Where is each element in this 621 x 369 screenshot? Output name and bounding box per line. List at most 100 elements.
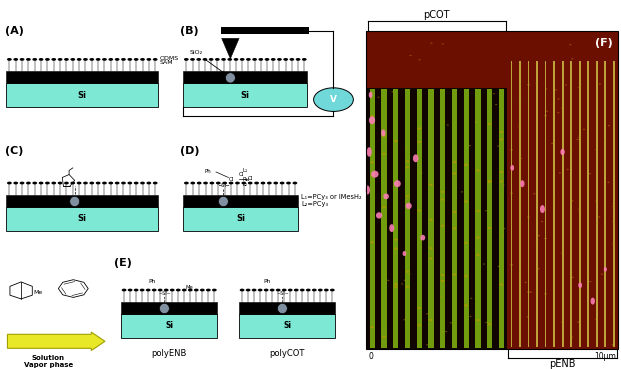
Circle shape — [170, 289, 175, 292]
Circle shape — [485, 322, 487, 323]
Circle shape — [465, 164, 468, 166]
Circle shape — [273, 182, 278, 184]
Circle shape — [134, 182, 138, 184]
Circle shape — [394, 248, 397, 250]
Circle shape — [404, 280, 406, 281]
Circle shape — [564, 85, 567, 86]
Circle shape — [583, 129, 585, 130]
Circle shape — [96, 182, 101, 184]
Circle shape — [227, 58, 232, 61]
Circle shape — [485, 210, 487, 211]
Circle shape — [246, 58, 251, 61]
Bar — [475, 89, 481, 348]
Circle shape — [561, 321, 564, 323]
Circle shape — [559, 172, 561, 173]
Circle shape — [571, 58, 573, 59]
Bar — [121, 302, 217, 314]
Circle shape — [461, 191, 463, 193]
Circle shape — [538, 268, 540, 269]
Circle shape — [445, 331, 447, 332]
Circle shape — [242, 182, 246, 184]
Circle shape — [429, 319, 433, 321]
Circle shape — [216, 182, 220, 184]
Ellipse shape — [402, 251, 406, 256]
Ellipse shape — [371, 171, 379, 177]
Circle shape — [406, 286, 409, 288]
Circle shape — [240, 58, 245, 61]
Circle shape — [499, 171, 503, 173]
Circle shape — [391, 91, 394, 92]
Circle shape — [197, 182, 202, 184]
Circle shape — [20, 58, 24, 61]
Circle shape — [394, 286, 397, 288]
Circle shape — [32, 58, 37, 61]
Circle shape — [127, 182, 132, 184]
Circle shape — [441, 225, 445, 227]
Text: Me: Me — [186, 284, 193, 290]
Text: Cl: Cl — [229, 177, 233, 182]
Circle shape — [191, 182, 195, 184]
Circle shape — [406, 148, 409, 150]
Circle shape — [248, 182, 253, 184]
Bar — [6, 83, 158, 107]
Circle shape — [465, 242, 468, 244]
Circle shape — [569, 44, 571, 45]
Circle shape — [487, 227, 491, 229]
Circle shape — [158, 289, 163, 292]
Circle shape — [587, 258, 589, 259]
Circle shape — [578, 137, 581, 138]
Circle shape — [420, 172, 422, 174]
Circle shape — [370, 241, 374, 244]
Circle shape — [596, 318, 598, 320]
Circle shape — [557, 98, 560, 100]
Bar — [528, 61, 530, 347]
Circle shape — [487, 123, 491, 125]
Bar — [561, 61, 563, 347]
Circle shape — [83, 58, 88, 61]
Circle shape — [122, 289, 127, 292]
Circle shape — [487, 181, 491, 183]
Polygon shape — [222, 38, 239, 59]
Circle shape — [519, 270, 521, 271]
Circle shape — [190, 58, 195, 61]
Circle shape — [83, 182, 88, 184]
Ellipse shape — [510, 165, 514, 171]
Text: Si: Si — [78, 214, 87, 223]
Circle shape — [409, 55, 412, 56]
Ellipse shape — [560, 149, 564, 155]
Ellipse shape — [591, 298, 595, 304]
Bar — [6, 207, 158, 231]
Circle shape — [115, 58, 119, 61]
Bar — [604, 61, 606, 347]
Text: SAM: SAM — [160, 60, 173, 65]
Circle shape — [146, 289, 150, 292]
Circle shape — [607, 182, 610, 183]
Ellipse shape — [376, 212, 382, 218]
Bar — [366, 89, 507, 349]
Circle shape — [252, 289, 256, 292]
Circle shape — [604, 139, 606, 141]
Circle shape — [258, 289, 263, 292]
Circle shape — [288, 289, 292, 292]
Circle shape — [215, 58, 220, 61]
Circle shape — [277, 58, 282, 61]
Circle shape — [551, 143, 553, 144]
Circle shape — [577, 321, 579, 323]
Circle shape — [264, 289, 268, 292]
Circle shape — [555, 89, 557, 90]
Circle shape — [188, 289, 193, 292]
Text: (F): (F) — [595, 38, 613, 48]
Circle shape — [596, 149, 598, 150]
Circle shape — [446, 124, 449, 126]
Circle shape — [134, 289, 138, 292]
Circle shape — [417, 324, 421, 327]
Bar — [579, 61, 581, 347]
Circle shape — [441, 199, 445, 201]
Circle shape — [538, 235, 540, 236]
Circle shape — [429, 183, 433, 186]
Circle shape — [570, 301, 573, 303]
Bar — [451, 89, 457, 348]
Text: Cl: Cl — [239, 172, 244, 177]
Circle shape — [294, 289, 299, 292]
Circle shape — [544, 238, 546, 239]
